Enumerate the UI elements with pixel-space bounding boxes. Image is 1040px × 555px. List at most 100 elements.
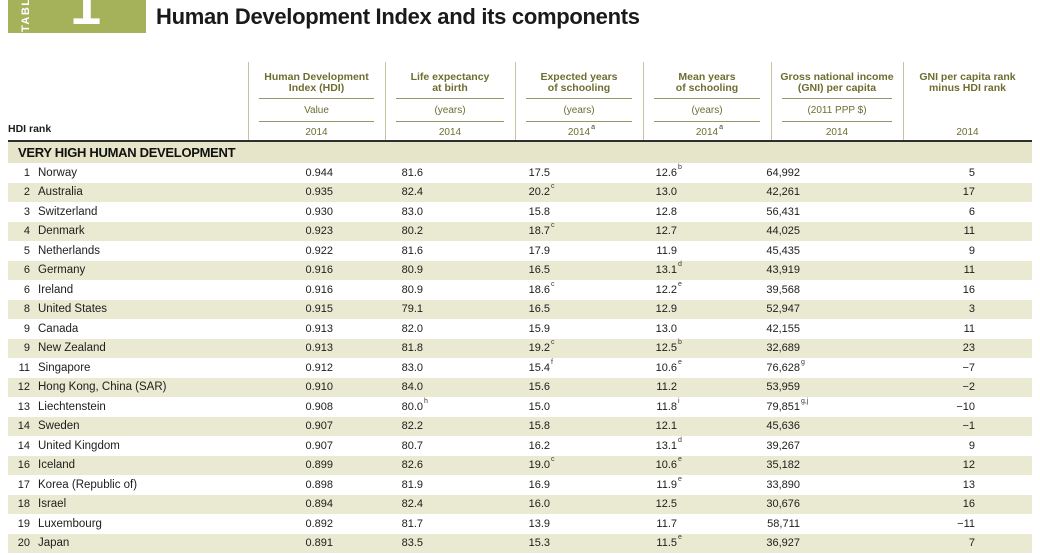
cell-life-expectancy: 80.2 xyxy=(401,225,423,238)
header-rule xyxy=(259,98,374,99)
column-title: Expected years of schooling xyxy=(540,71,618,94)
cell-country: 1 Norway xyxy=(8,167,248,179)
cell-hdi-value: 0.908 xyxy=(305,400,333,413)
header-rule xyxy=(654,98,760,99)
footnote-marker: b xyxy=(678,163,682,171)
table-row: 19 Luxembourg 0.892 81.7 13.9 11.7 58,71… xyxy=(8,514,1032,534)
cell-life-expectancy: 81.9 xyxy=(401,478,423,491)
cell-hdi-value: 0.916 xyxy=(305,283,333,296)
country-name: Ireland xyxy=(38,283,74,296)
table-badge-number: 1 xyxy=(70,0,102,33)
column-unit: (years) xyxy=(563,104,595,116)
column-title: Human Development Index (HDI) xyxy=(264,71,369,94)
cell-mean-schooling: 12.2 e xyxy=(655,280,682,296)
hdi-rank-value: 6 xyxy=(23,264,30,277)
table-badge-word: TABLE xyxy=(20,0,32,32)
cell-mean-schooling: 11.9 xyxy=(656,244,677,257)
column-unit: Value xyxy=(304,104,329,116)
cell-country: 16 Iceland xyxy=(8,459,248,471)
cell-life-expectancy: 80.7 xyxy=(401,439,423,452)
table-row: 6 Ireland 0.916 80.9 18.6 c 12.2 e 39,568 … xyxy=(8,280,1032,300)
cell-hdi-value: 0.916 xyxy=(305,264,333,277)
cell-gni-per-capita: 39,568 xyxy=(766,283,800,296)
page-title: Human Development Index and its componen… xyxy=(156,4,640,29)
year-footnote: a xyxy=(591,124,596,131)
cell-country: 5 Netherlands xyxy=(8,245,248,257)
cell-gni-rank-minus-hdi-rank: −11 xyxy=(957,517,975,530)
footnote-marker: h xyxy=(424,397,428,405)
cell-gni-per-capita: 35,182 xyxy=(766,459,800,472)
footnote-marker: c xyxy=(551,222,555,230)
cell-country: 13 Liechtenstein xyxy=(8,401,248,413)
footnote-marker: c xyxy=(551,183,555,191)
cell-gni-per-capita: 76,628 g xyxy=(766,358,805,374)
cell-gni-rank-minus-hdi-rank: 23 xyxy=(962,342,975,355)
footnote-marker: c xyxy=(551,280,555,288)
hdi-rank-value: 9 xyxy=(23,342,30,355)
cell-hdi-value: 0.935 xyxy=(305,186,333,199)
country-name: Luxembourg xyxy=(38,517,102,530)
hdi-rank-value: 14 xyxy=(17,420,30,433)
footnote-marker: e xyxy=(678,358,682,366)
section-header-label: VERY HIGH HUMAN DEVELOPMENT xyxy=(18,145,236,160)
cell-hdi-value: 0.912 xyxy=(305,361,333,374)
cell-country: 20 Japan xyxy=(8,537,248,549)
hdi-rank-value: 6 xyxy=(23,283,30,296)
column-title: Gross national income (GNI) per capita xyxy=(780,71,894,94)
hdi-rank-value: 2 xyxy=(23,186,30,199)
cell-life-expectancy: 79.1 xyxy=(401,303,423,316)
cell-hdi-value: 0.913 xyxy=(305,342,333,355)
column-year: 2014 xyxy=(305,122,327,140)
cell-country: 8 United States xyxy=(8,303,248,315)
cell-country: 6 Ireland xyxy=(8,284,248,296)
cell-country: 11 Singapore xyxy=(8,362,248,374)
cell-gni-rank-minus-hdi-rank: 3 xyxy=(968,303,975,316)
header-rule xyxy=(654,121,760,122)
cell-mean-schooling: 11.7 xyxy=(656,517,677,530)
cell-hdi-value: 0.930 xyxy=(305,205,333,218)
footnote-marker: e xyxy=(678,534,682,542)
column-year: 2014 a xyxy=(696,122,723,140)
country-name: Norway xyxy=(38,166,77,179)
cell-expected-schooling: 16.9 xyxy=(528,478,550,491)
header-rule xyxy=(396,98,504,99)
year-text: 2014 xyxy=(825,127,849,138)
cell-gni-per-capita: 56,431 xyxy=(766,205,800,218)
cell-hdi-value: 0.891 xyxy=(305,537,333,550)
cell-gni-rank-minus-hdi-rank: 13 xyxy=(962,478,975,491)
cell-country: 9 New Zealand xyxy=(8,342,248,354)
year-text: 2014 xyxy=(956,127,979,138)
cell-life-expectancy: 80.9 xyxy=(401,283,423,296)
country-name: Denmark xyxy=(38,225,85,238)
cell-expected-schooling: 17.5 xyxy=(528,166,550,179)
hdi-rank-value: 3 xyxy=(23,205,30,218)
footnote-marker: c xyxy=(551,456,555,464)
cell-expected-schooling: 16.5 xyxy=(528,303,550,316)
column-year: 2014 xyxy=(956,122,978,140)
cell-gni-per-capita: 42,261 xyxy=(766,186,800,199)
cell-expected-schooling: 18.7 c xyxy=(528,222,555,238)
cell-life-expectancy: 82.0 xyxy=(401,322,423,335)
hdi-rank-value: 9 xyxy=(23,322,30,335)
cell-mean-schooling: 12.1 xyxy=(655,420,677,433)
table-row: 20 Japan 0.891 83.5 15.3 11.5 e 36,927 7 xyxy=(8,533,1032,553)
country-name: Liechtenstein xyxy=(38,400,106,413)
cell-expected-schooling: 16.0 xyxy=(528,498,550,511)
header-rule xyxy=(914,98,1021,99)
cell-life-expectancy: 80.9 xyxy=(401,264,423,277)
footnote-marker: c xyxy=(551,339,555,347)
column-header-life-expectancy: Life expectancy at birth (years) 2014 xyxy=(385,62,515,140)
cell-gni-per-capita: 45,636 xyxy=(766,420,800,433)
cell-gni-rank-minus-hdi-rank: 11 xyxy=(963,264,975,277)
footnote-marker: e xyxy=(678,456,682,464)
cell-gni-per-capita: 30,676 xyxy=(766,498,800,511)
country-name: Japan xyxy=(38,537,70,550)
cell-life-expectancy: 82.4 xyxy=(401,498,423,511)
country-name: Canada xyxy=(38,322,79,335)
cell-mean-schooling: 12.9 xyxy=(655,303,677,316)
column-year: 2014 xyxy=(439,122,461,140)
cell-gni-rank-minus-hdi-rank: 5 xyxy=(968,166,975,179)
cell-expected-schooling: 15.9 xyxy=(528,322,550,335)
cell-life-expectancy: 82.6 xyxy=(401,459,423,472)
